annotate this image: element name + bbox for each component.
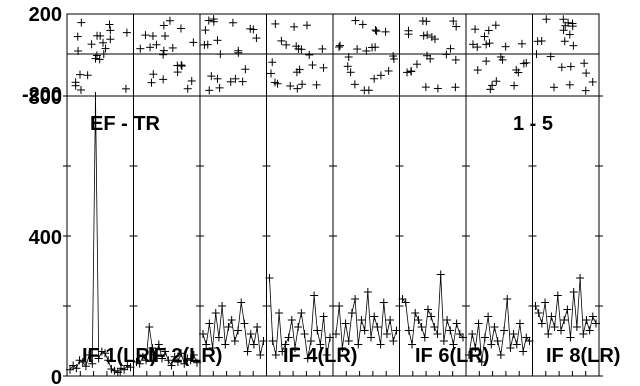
main-y-tick-400: 400 (29, 227, 62, 249)
annotation-left: EF - TR (90, 113, 161, 135)
series-line-6 (402, 274, 464, 345)
main-y-tick-0: 0 (51, 367, 62, 386)
panel-label-if8: IF 8(LR) (546, 345, 620, 367)
panel-label-if4: IF 4(LR) (283, 345, 357, 367)
series-line-8 (535, 277, 597, 338)
series-line-2 (136, 326, 198, 367)
series-line-7 (468, 298, 530, 363)
panel-label-if1: IF 1(LR) (82, 345, 156, 367)
series-line-4 (269, 277, 331, 359)
main-y-tick-800: 800 (29, 87, 62, 109)
panel-label-if2: IF 2(LR) (148, 345, 222, 367)
top-scatter-markers (71, 15, 597, 95)
series-line-3 (202, 302, 264, 356)
top-y-tick-max: 200 (29, 4, 62, 26)
panel-dividers (63, 14, 603, 377)
series-line-5 (335, 291, 397, 349)
series-line-1 (69, 95, 131, 374)
annotation-right: 1 - 5 (513, 113, 553, 135)
panel-label-if6: IF 6(LR) (415, 345, 489, 367)
top-y-tick-min: -200 (22, 84, 62, 106)
series-group (66, 92, 600, 377)
